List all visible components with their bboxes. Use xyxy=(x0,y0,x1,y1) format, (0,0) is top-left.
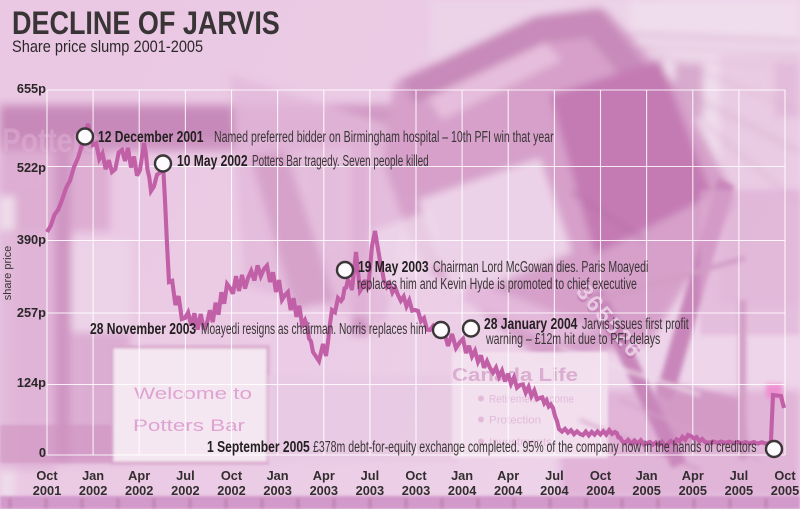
svg-text:Protection: Protection xyxy=(489,415,541,427)
svg-text:Potters Bar: Potters Bar xyxy=(133,417,246,435)
svg-text:Welcome to: Welcome to xyxy=(134,385,252,403)
svg-text:Investments: Investments xyxy=(489,437,553,449)
svg-text:Bar: Bar xyxy=(2,158,47,196)
